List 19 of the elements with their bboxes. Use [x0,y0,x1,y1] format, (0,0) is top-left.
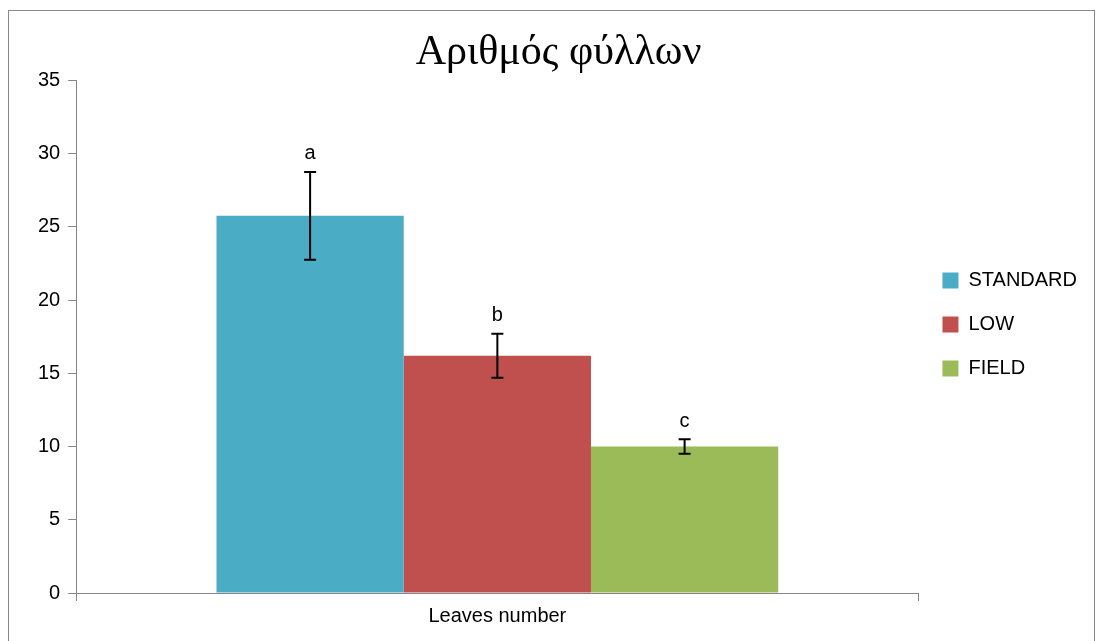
legend-label: LOW [968,312,1015,335]
y-tick-label: 15 [38,360,61,383]
y-tick-label: 0 [49,580,61,603]
y-tick-label: 10 [38,434,61,457]
annotation: c [679,408,690,431]
y-tick-label: 5 [49,507,61,530]
y-tick-label: 30 [38,141,61,164]
x-tick-label: Leaves number [428,603,567,626]
y-tick-label: 25 [38,214,61,237]
legend-label: STANDARD [968,268,1078,291]
chart-title: Αριθμός φύλλων [415,27,702,74]
bar [590,446,779,593]
annotation: a [304,141,317,164]
bar [216,215,404,593]
y-tick-label: 20 [38,287,61,310]
bar [403,355,591,593]
annotation: b [491,303,503,326]
legend-label: FIELD [968,356,1026,379]
y-tick-label: 35 [38,67,61,90]
